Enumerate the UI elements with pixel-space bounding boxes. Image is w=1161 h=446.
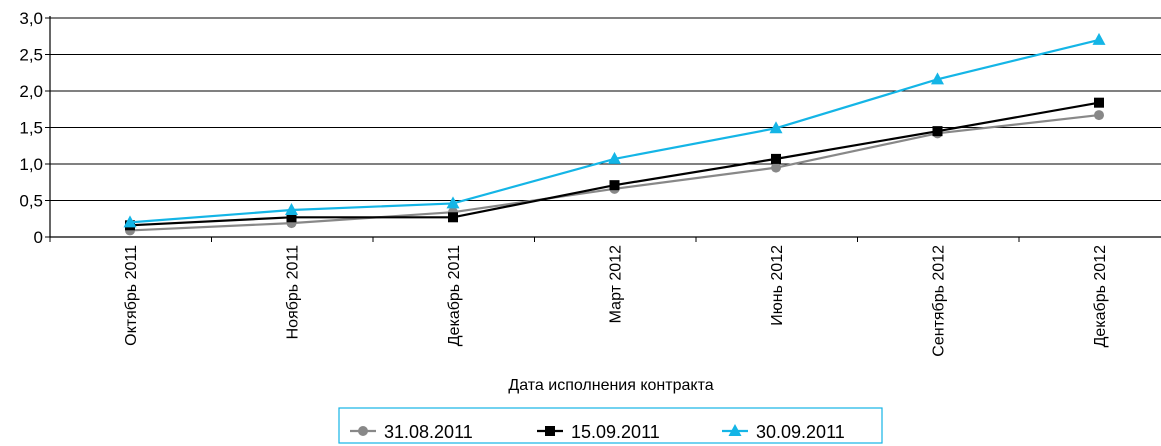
legend-item: 31.08.2011 xyxy=(350,422,473,442)
x-axis-label: Дата исполнения контракта xyxy=(508,377,713,394)
y-axis-ticks: 0 0,5 1,0 1,5 2,0 2,5 3,0 xyxy=(19,9,50,247)
data-point xyxy=(1094,110,1104,121)
x-axis-ticks: Октябрь 2011 Ноябрь 2011 Декабрь 2011 Март … xyxy=(49,237,1109,357)
data-point xyxy=(285,202,298,215)
y-tick-label: 3,0 xyxy=(19,9,43,28)
data-point xyxy=(769,121,783,134)
data-point xyxy=(1094,97,1104,108)
x-tick-label: Сентябрь 2012 xyxy=(931,245,948,357)
y-tick-label: 0,5 xyxy=(19,192,43,211)
x-tick-label: Октябрь 2011 xyxy=(123,245,140,346)
legend-marker xyxy=(728,424,742,436)
data-point xyxy=(771,162,781,173)
x-tick-label: Ноябрь 2011 xyxy=(285,245,302,339)
y-tick-label: 0 xyxy=(34,228,43,247)
legend: 31.08.2011 15.09.2011 30.09.2011 xyxy=(338,407,883,444)
y-tick-label: 1,5 xyxy=(19,119,43,138)
gridlines xyxy=(50,17,1161,201)
legend-box xyxy=(338,407,883,444)
series-line xyxy=(129,113,1100,232)
data-point xyxy=(448,212,458,223)
series-1 xyxy=(125,110,1104,236)
legend-label: 31.08.2011 xyxy=(384,422,473,442)
series-3 xyxy=(123,32,1106,228)
y-tick-label: 1,0 xyxy=(19,155,43,174)
legend-marker xyxy=(358,426,368,436)
data-point xyxy=(608,151,621,164)
data-point xyxy=(446,196,460,209)
x-tick-label: Декабрь 2012 xyxy=(1092,245,1109,348)
data-point xyxy=(932,126,943,137)
y-tick-label: 2,0 xyxy=(19,82,43,101)
legend-marker xyxy=(545,426,555,436)
data-point xyxy=(123,215,137,228)
legend-label: 30.09.2011 xyxy=(756,422,845,442)
x-tick-label: Июнь 2012 xyxy=(769,245,786,326)
series xyxy=(123,32,1106,236)
legend-item: 30.09.2011 xyxy=(722,422,845,442)
x-tick-label: Декабрь 2011 xyxy=(446,245,463,346)
y-tick-label: 2,5 xyxy=(19,46,43,65)
data-point xyxy=(286,212,297,223)
legend-item: 15.09.2011 xyxy=(537,422,660,442)
legend-label: 15.09.2011 xyxy=(571,422,660,442)
data-point xyxy=(609,180,620,191)
data-point xyxy=(771,153,781,164)
data-point xyxy=(931,72,944,85)
data-point xyxy=(1092,32,1106,45)
x-tick-label: Март 2012 xyxy=(608,245,625,323)
